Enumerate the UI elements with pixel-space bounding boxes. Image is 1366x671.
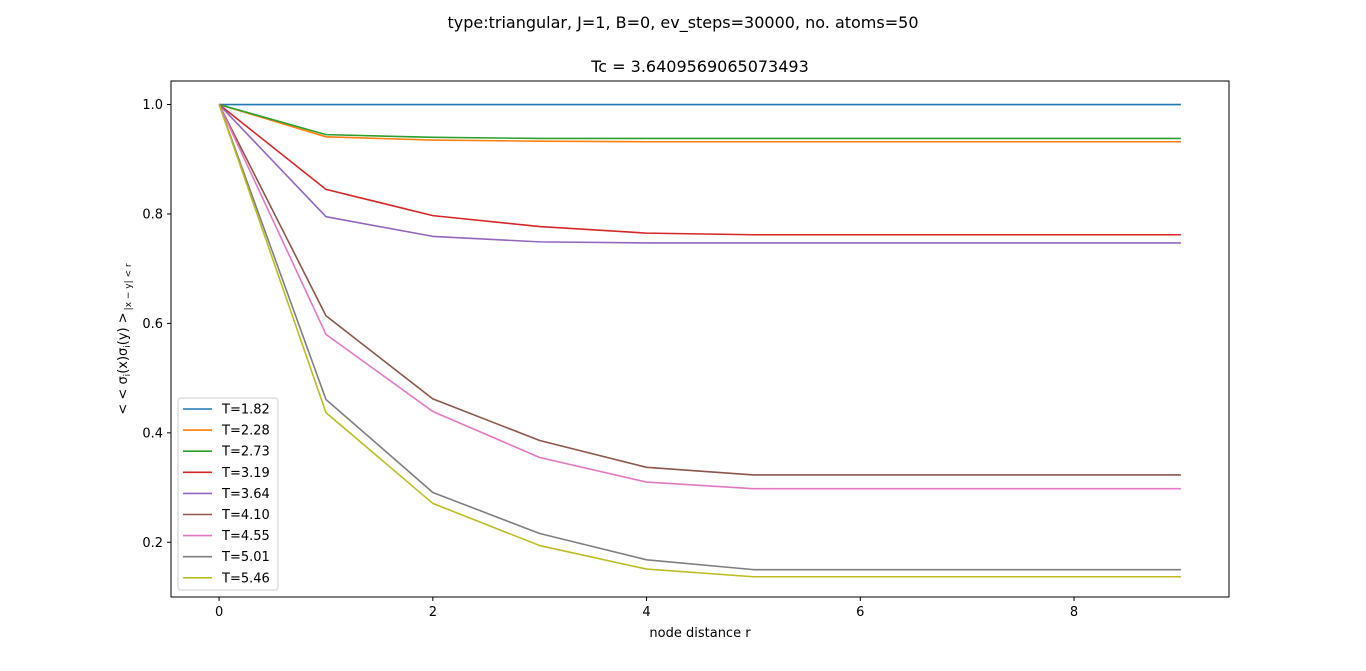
series-line-3	[218, 103, 1181, 140]
x-tick-label: 2	[429, 605, 437, 620]
legend-label-4: T=3.19	[221, 466, 270, 481]
series-line-8	[218, 104, 1181, 571]
y-tick-label: 0.4	[142, 426, 163, 441]
y-tick-label: 1.0	[142, 98, 163, 113]
legend-label-1: T=1.82	[221, 403, 270, 418]
legend-items: T=1.82 T=2.28 T=2.73 T=3.19 T=3.64 T=4.10 T=4.…	[183, 403, 270, 586]
legend-label-6: T=4.10	[221, 508, 270, 523]
y-label-main: < < σ	[116, 376, 131, 414]
legend: T=1.82 T=2.28 T=2.73 T=3.19 T=3.64 T=4.10 T=4.…	[177, 397, 279, 591]
x-axis-label: node distance r	[649, 626, 751, 641]
y-tick-label: 0.2	[142, 536, 163, 551]
x-tick-label: 8	[1070, 605, 1078, 620]
y-tick-label: 0.6	[142, 317, 163, 332]
x-tick-label: 4	[642, 605, 650, 620]
y-label-sub-tail: |x − y| < r	[124, 263, 134, 310]
y-axis-label: < < σi(x)σi(y) >|x − y| < r	[116, 263, 134, 415]
series-layer	[218, 103, 1181, 578]
legend-label-8: T=5.01	[221, 550, 270, 565]
series-line-7	[218, 104, 1181, 490]
series-line-4	[218, 103, 1181, 236]
legend-label-3: T=2.73	[221, 445, 270, 460]
series-line-5	[218, 103, 1181, 244]
chart-title: Tc = 3.6409569065073493	[590, 57, 809, 76]
legend-box	[177, 397, 279, 591]
x-axis-ticks: 0 2 4 6 8	[215, 597, 1078, 620]
plot-area	[171, 81, 1229, 597]
y-axis-ticks: 0.2 0.4 0.6 0.8 1.0	[142, 98, 171, 551]
y-label-sub-j: i	[123, 345, 133, 348]
series-line-9	[218, 104, 1181, 578]
y-label-sub-i: i	[123, 374, 133, 377]
series-line-2	[218, 103, 1181, 143]
chart-suptitle: type:triangular, J=1, B=0, ev_steps=3000…	[448, 13, 919, 33]
legend-label-2: T=2.28	[221, 424, 270, 439]
y-label-mid: (x)σ	[116, 348, 131, 374]
legend-label-7: T=4.55	[221, 529, 270, 544]
legend-label-9: T=5.46	[221, 571, 270, 586]
y-label-end: (y) >	[116, 312, 131, 345]
x-tick-label: 0	[215, 605, 223, 620]
y-tick-label: 0.8	[142, 207, 163, 222]
axes-frame	[170, 80, 1230, 598]
x-tick-label: 6	[856, 605, 864, 620]
legend-label-5: T=3.64	[221, 487, 270, 502]
series-line-6	[218, 104, 1181, 476]
